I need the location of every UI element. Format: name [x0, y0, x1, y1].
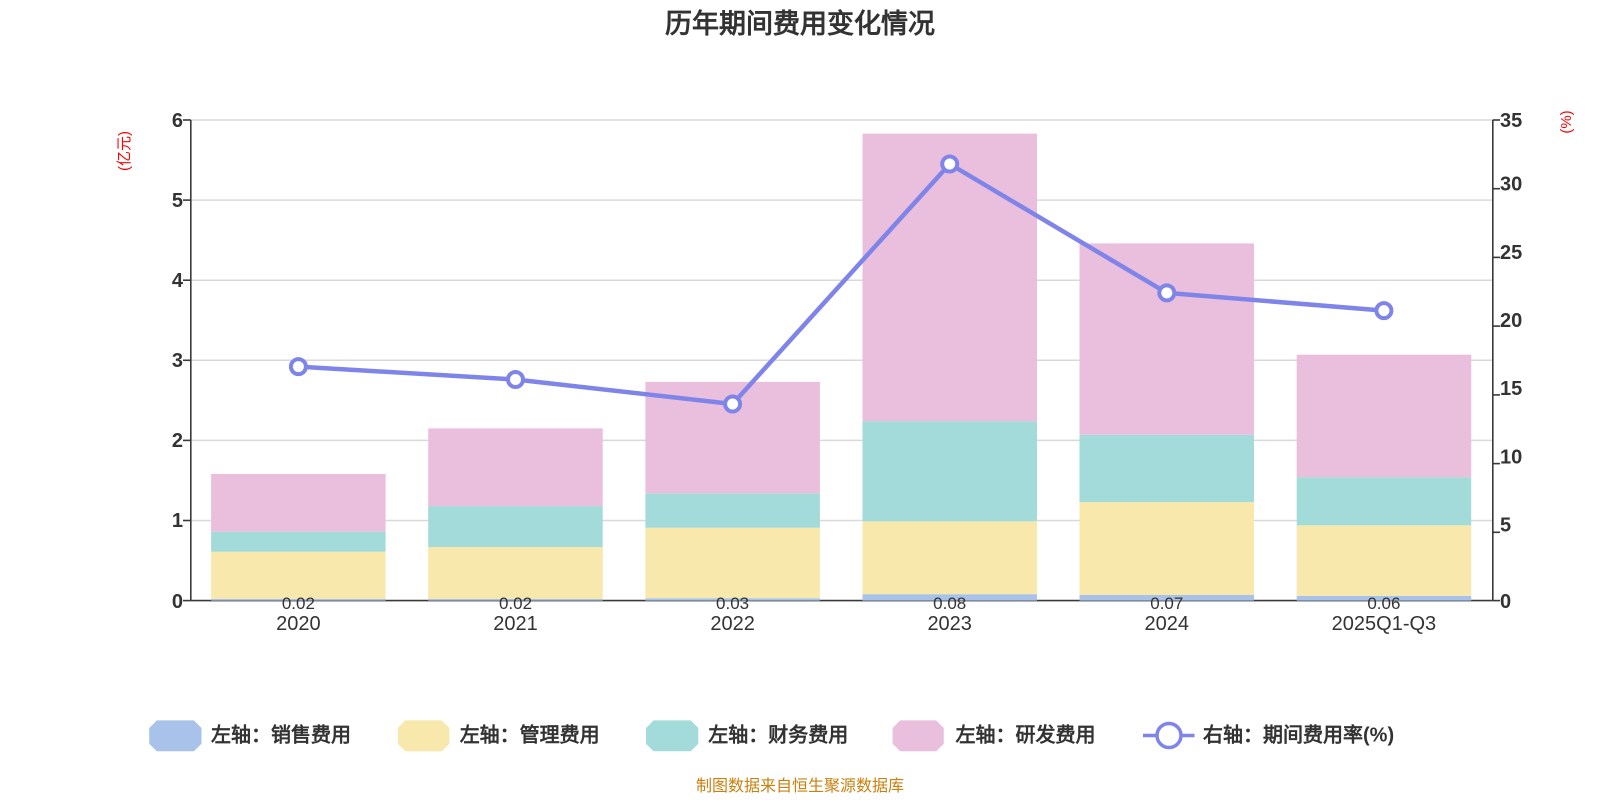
svg-text:0: 0: [1500, 591, 1511, 613]
svg-text:2023: 2023: [927, 613, 972, 635]
svg-text:0.02: 0.02: [282, 594, 315, 613]
svg-text:10: 10: [1500, 446, 1522, 468]
svg-text:0.08: 0.08: [933, 594, 966, 613]
svg-text:20: 20: [1500, 310, 1522, 332]
svg-text:15: 15: [1500, 378, 1522, 400]
svg-text:0.06: 0.06: [1367, 594, 1400, 613]
svg-text:左轴：财务费用: 左轴：财务费用: [708, 723, 848, 747]
svg-text:(亿元): (亿元): [116, 131, 133, 171]
svg-text:6: 6: [172, 110, 183, 132]
svg-text:(%): (%): [1558, 110, 1575, 133]
svg-text:3: 3: [172, 350, 183, 372]
svg-text:2022: 2022: [710, 613, 755, 635]
svg-text:2024: 2024: [1145, 613, 1190, 635]
svg-text:5: 5: [172, 190, 183, 212]
svg-text:左轴：管理费用: 左轴：管理费用: [460, 723, 600, 747]
svg-text:0.03: 0.03: [716, 594, 749, 613]
svg-text:0: 0: [172, 591, 183, 613]
svg-text:制图数据来自恒生聚源数据库: 制图数据来自恒生聚源数据库: [696, 777, 904, 795]
svg-text:2021: 2021: [493, 613, 538, 635]
svg-text:0.07: 0.07: [1150, 594, 1183, 613]
svg-text:左轴：销售费用: 左轴：销售费用: [211, 723, 351, 747]
svg-text:0.02: 0.02: [499, 594, 532, 613]
svg-text:5: 5: [1500, 514, 1511, 536]
svg-text:2: 2: [172, 430, 183, 452]
svg-text:2020: 2020: [276, 613, 321, 635]
svg-text:右轴：期间费用率(%): 右轴：期间费用率(%): [1203, 723, 1394, 747]
svg-text:左轴：研发费用: 左轴：研发费用: [956, 723, 1096, 747]
svg-text:2025Q1-Q3: 2025Q1-Q3: [1332, 613, 1437, 635]
svg-text:4: 4: [172, 270, 184, 292]
svg-text:历年期间费用变化情况: 历年期间费用变化情况: [665, 8, 935, 39]
svg-text:1: 1: [172, 510, 183, 532]
svg-text:25: 25: [1500, 242, 1522, 264]
svg-text:30: 30: [1500, 174, 1522, 196]
svg-text:35: 35: [1500, 110, 1522, 132]
